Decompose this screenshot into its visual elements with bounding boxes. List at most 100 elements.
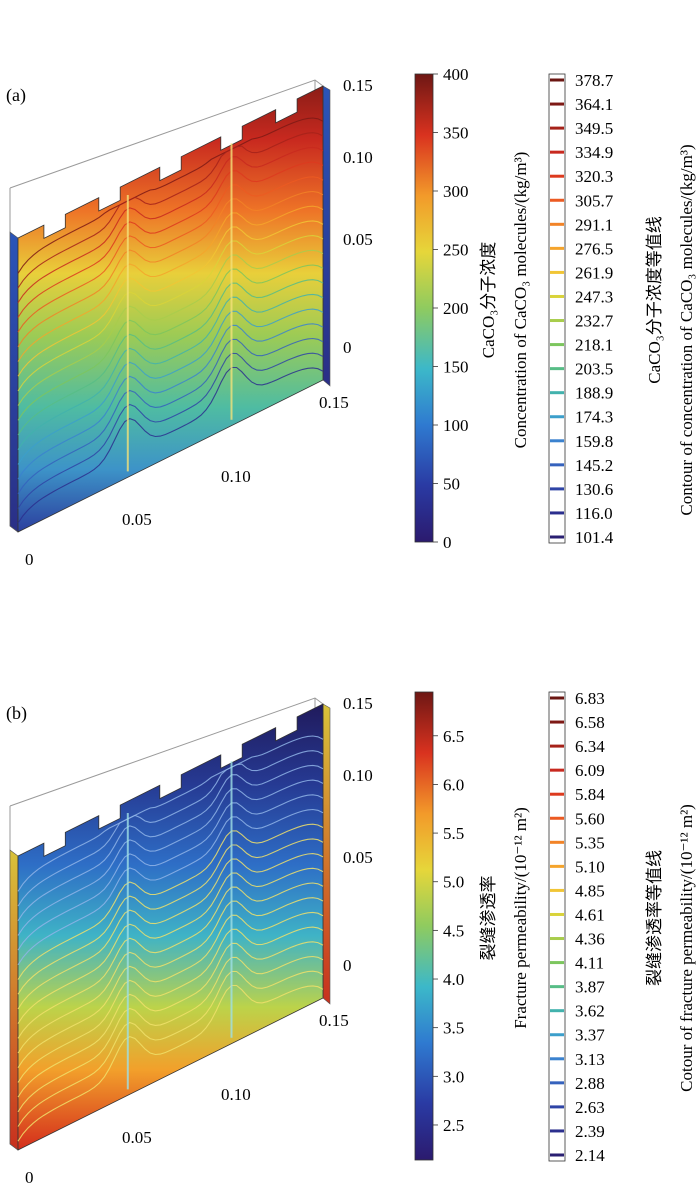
contour-legend-value: 130.6 [575,480,613,499]
colorbar-title-cn: 裂缝渗透率 [479,876,498,961]
contour-legend-value: 291.1 [575,215,613,234]
colorbar-tick-label: 50 [443,475,460,494]
panel-a: (a) 0 0.05 0.10 0.15 0 0.05 0.10 0.15 0 50 100 150 20… [6,65,696,569]
plate-face [17,703,324,1151]
contour-legend-value: 305.7 [575,191,614,210]
contour-legend-value: 6.83 [575,689,605,708]
contour-legend-box [548,691,566,1162]
contour-legend-value: 378.7 [575,71,614,90]
contour-legend-value: 3.37 [575,1026,605,1045]
horizontal-tick-label: 0.10 [221,467,251,486]
horizontal-tick-label: 0.15 [319,1011,349,1030]
contour-legend-value: 188.9 [575,384,613,403]
contour-legend-value: 5.84 [575,785,605,804]
contour-legend-value: 6.09 [575,761,605,780]
contour-line [17,146,324,304]
colorbar-tick-label: 5.5 [443,824,464,843]
contour-legend-value: 3.87 [575,978,605,997]
plate-side [9,231,19,533]
contour-line [17,190,324,348]
horizontal-tick-label: 0.10 [221,1085,251,1104]
horizontal-tick-label: 0 [25,1168,34,1187]
contour-legend-value: 276.5 [575,239,613,258]
contour-line [17,794,324,951]
contour-line [17,235,324,392]
contour-line [17,132,324,289]
colorbar-tick-label: 0 [443,533,452,552]
contour-line [17,955,324,1113]
contour-line [17,911,324,1069]
contour-line [17,308,324,465]
colorbar-tick-label: 6.0 [443,775,464,794]
contour-legend-title-en: Contour of concentration of CaCO₃ molecu… [677,144,696,515]
horizontal-tick-label: 0.05 [122,1128,152,1147]
contour-line [17,808,324,966]
contour-line [17,293,324,451]
contour-line [17,897,324,1054]
colorbar-tick-label: 400 [443,65,469,84]
contour-legend-value: 5.10 [575,857,605,876]
field-surface [17,703,324,1151]
contour-legend-value: 4.36 [575,930,605,949]
contour-legend-value: 247.3 [575,287,613,306]
panel-label: (a) [6,85,26,106]
vertical-tick-label: 0.15 [343,694,373,713]
colorbar-tick-label: 3.0 [443,1067,464,1086]
contour-line [17,735,324,892]
contour-line [17,984,324,1142]
contour-legend-value: 218.1 [575,336,613,355]
colorbar-tick-label: 150 [443,358,469,377]
contour-legend-title-cn: CaCO₃分子浓度等值线 [645,216,664,383]
plate-edge-right [322,85,331,387]
contour-line [17,867,324,1024]
colorbar-tick-label: 250 [443,241,469,260]
contour-line [17,853,324,1010]
contour-legend-value: 6.34 [575,737,605,756]
contour-legend-value: 5.60 [575,809,605,828]
colorbar-tick-label: 2.5 [443,1116,464,1135]
contour-line [17,279,324,436]
contour-line [17,161,324,318]
contour-legend-value: 159.8 [575,432,613,451]
contour-legend-value: 101.4 [575,528,614,547]
colorbar-tick-label: 4.5 [443,921,464,940]
horizontal-tick-label: 0.15 [319,393,349,412]
contour-legend-value: 2.14 [575,1146,605,1165]
vertical-tick-label: 0 [343,338,352,357]
contour-legend-value: 174.3 [575,408,613,427]
contour-legend-value: 5.35 [575,833,605,852]
contour-line [17,764,324,922]
vertical-tick-label: 0 [343,956,352,975]
contour-line [17,838,324,995]
contour-legend-title-cn: 裂缝渗透率等值线 [645,850,664,986]
contour-legend-value: 2.63 [575,1098,605,1117]
contour-legend-value: 2.39 [575,1122,605,1141]
contour-line [17,823,324,980]
contour-line [17,117,324,274]
contour-legend-value: 4.11 [575,954,604,973]
contour-legend-value: 6.58 [575,713,605,732]
contour-legend-value: 2.88 [575,1074,605,1093]
plate-edge-right [322,703,331,1005]
contour-legend-value: 4.61 [575,905,605,924]
horizontal-tick-label: 0.05 [122,510,152,529]
contour-legend-value: 3.62 [575,1002,605,1021]
colorbar-tick-label: 350 [443,124,469,143]
panel-label: (b) [6,703,27,724]
colorbar-tick-label: 5.0 [443,873,464,892]
contour-legend-value: 203.5 [575,360,613,379]
colorbar-tick-label: 3.5 [443,1019,464,1038]
contour-line [17,779,324,936]
colorbar-tick-label: 6.5 [443,727,464,746]
contour-line [17,926,324,1083]
colorbar [414,73,434,543]
field-surface [17,85,324,533]
contour-legend-value: 364.1 [575,95,613,114]
contour-legend-value: 3.13 [575,1050,605,1069]
vertical-tick-label: 0.05 [343,848,373,867]
contour-line [17,205,324,362]
vertical-tick-label: 0.05 [343,230,373,249]
contour-legend-box [548,73,566,544]
vertical-tick-label: 0.10 [343,148,373,167]
